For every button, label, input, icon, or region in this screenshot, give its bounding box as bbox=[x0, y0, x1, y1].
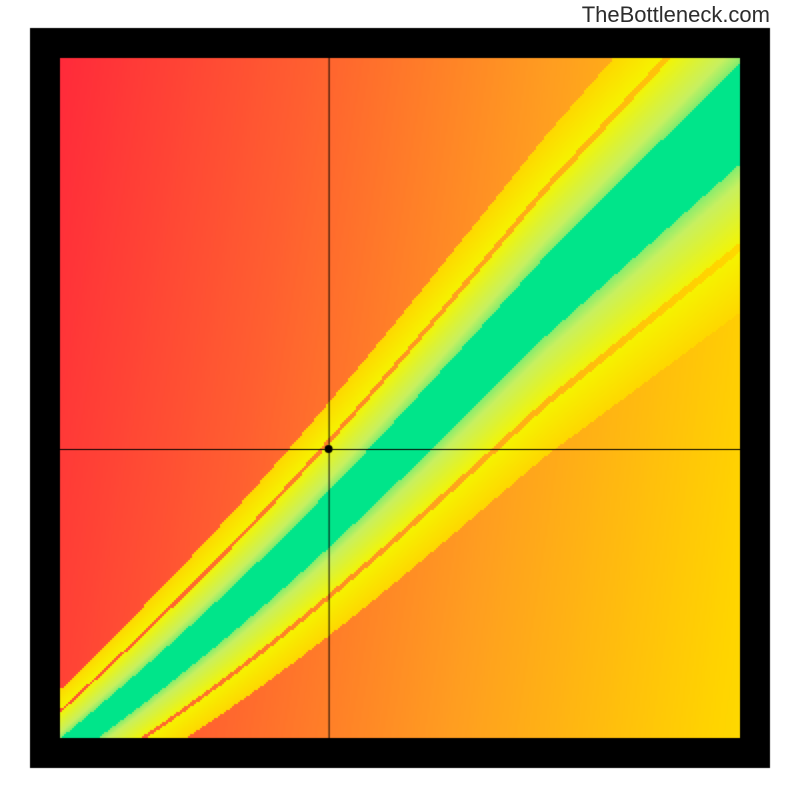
watermark-text: TheBottleneck.com bbox=[582, 2, 770, 28]
bottleneck-heatmap bbox=[0, 0, 800, 800]
